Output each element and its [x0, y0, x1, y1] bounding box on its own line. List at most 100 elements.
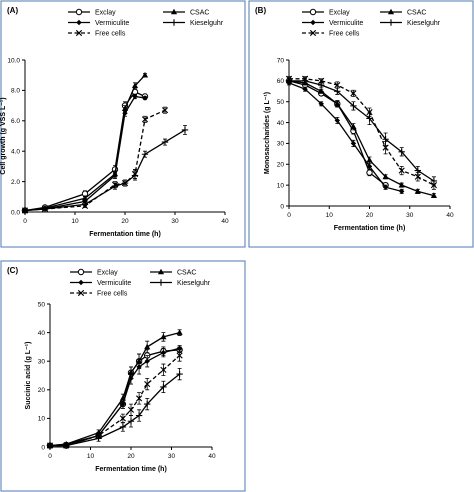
data-point — [318, 87, 325, 94]
data-point — [318, 77, 325, 84]
data-point — [136, 395, 143, 402]
panel-frame — [248, 0, 474, 248]
data-point — [176, 329, 183, 335]
panel-label: (C) — [7, 266, 18, 275]
chart-panel-b: (B) 0 10 20 30 40 0 10 20 30 40 50 60 70 Fermentation … — [248, 0, 474, 248]
data-point — [112, 172, 118, 179]
series-line — [24, 109, 166, 212]
legend-marker — [75, 29, 83, 37]
legend-marker — [170, 8, 178, 15]
data-point — [141, 116, 149, 123]
x-tick-label: 40 — [221, 218, 229, 225]
data-point — [176, 370, 183, 378]
data-point — [366, 169, 373, 176]
y-tick-label: 0 — [41, 444, 45, 451]
x-axis-label: Fermentation time (h) — [95, 466, 167, 473]
legend-label: Exclay — [97, 270, 118, 277]
data-point — [144, 358, 150, 364]
y-tick-label: 30 — [277, 141, 285, 148]
x-tick-label: 0 — [48, 453, 52, 460]
data-point — [128, 375, 134, 382]
legend-label: Kieselguhr — [177, 280, 211, 287]
data-point — [398, 181, 405, 188]
data-point — [382, 173, 389, 180]
series-vermiculite — [286, 80, 405, 195]
legend-marker — [75, 8, 83, 16]
data-point — [181, 126, 189, 134]
data-point — [302, 86, 308, 92]
y-tick-label: 10 — [38, 416, 46, 423]
panel-frame — [0, 260, 246, 492]
data-point — [111, 181, 119, 188]
legend-label: Exclay — [95, 10, 116, 17]
data-point — [414, 173, 421, 180]
legend-marker — [157, 268, 165, 275]
legend-marker — [170, 19, 178, 26]
legend-marker — [310, 19, 316, 26]
legend-label: Free cells — [95, 31, 126, 38]
y-tick-label: 40 — [277, 120, 285, 127]
data-point — [119, 415, 126, 422]
data-point — [144, 343, 151, 350]
data-point — [127, 406, 135, 413]
data-point — [350, 90, 357, 97]
panel-frame — [0, 0, 246, 248]
y-axis-label: Monosaccharides (g L⁻¹) — [264, 92, 271, 174]
data-point — [398, 148, 405, 155]
chart-panel-c: (C) 0 10 20 30 40 0 10 20 30 40 50 Fermentation time… — [0, 260, 246, 492]
data-point — [131, 82, 139, 89]
data-point — [136, 364, 142, 370]
data-point — [122, 110, 128, 116]
legend: Exclay CSAC Vermiculite Kieselguhr Free cell… — [68, 8, 224, 38]
data-point — [382, 144, 389, 151]
series-line — [289, 78, 435, 186]
series-exclay — [46, 346, 183, 449]
x-tick-label: 20 — [121, 218, 129, 225]
series-free-cells — [21, 106, 169, 214]
data-point — [366, 109, 373, 116]
legend: Exclay CSAC Vermiculite Kieselguhr Free cell… — [302, 8, 441, 38]
y-tick-label: 50 — [38, 301, 46, 308]
y-tick-label: 60 — [277, 78, 285, 85]
data-point — [302, 75, 309, 82]
data-point — [366, 156, 373, 163]
data-point — [176, 352, 183, 359]
data-point — [131, 170, 139, 178]
data-point — [399, 188, 405, 195]
x-tick-label: 40 — [208, 453, 216, 460]
legend-label: Vermiculite — [329, 20, 363, 27]
x-tick-label: 30 — [171, 218, 179, 225]
legend: Exclay CSAC Vermiculite Kieselguhr Free cell… — [70, 268, 211, 298]
x-tick-label: 10 — [87, 453, 95, 460]
data-point — [160, 366, 167, 373]
data-point — [350, 140, 357, 147]
x-tick-label: 0 — [23, 218, 27, 225]
data-point — [430, 192, 437, 198]
series-csac — [285, 77, 437, 199]
data-point — [63, 442, 70, 449]
panel-label: (B) — [255, 6, 266, 15]
legend-marker — [77, 268, 85, 276]
legend-marker — [387, 8, 395, 15]
data-point — [350, 123, 357, 130]
y-axis-label: Succinic acid (g L⁻¹) — [25, 342, 32, 410]
data-point — [382, 184, 389, 190]
data-point — [161, 138, 169, 146]
data-point — [141, 71, 149, 78]
legend-label: Kieselguhr — [190, 20, 224, 27]
y-axis-label: Cell growth (g VSS L⁻¹) — [0, 97, 7, 174]
data-point — [366, 163, 373, 170]
x-tick-label: 10 — [71, 218, 79, 225]
legend-label: CSAC — [407, 10, 426, 17]
data-point — [127, 418, 135, 425]
y-tick-label: 30 — [38, 359, 46, 366]
data-point — [414, 188, 421, 194]
legend-label: Free cells — [329, 31, 360, 38]
series-kieselguhr — [285, 77, 438, 186]
x-tick-label: 0 — [287, 212, 291, 219]
data-point — [398, 167, 405, 174]
legend-label: CSAC — [190, 10, 209, 17]
series-free-cells — [46, 349, 183, 449]
series-vermiculite — [47, 345, 183, 449]
series-line — [24, 74, 146, 212]
